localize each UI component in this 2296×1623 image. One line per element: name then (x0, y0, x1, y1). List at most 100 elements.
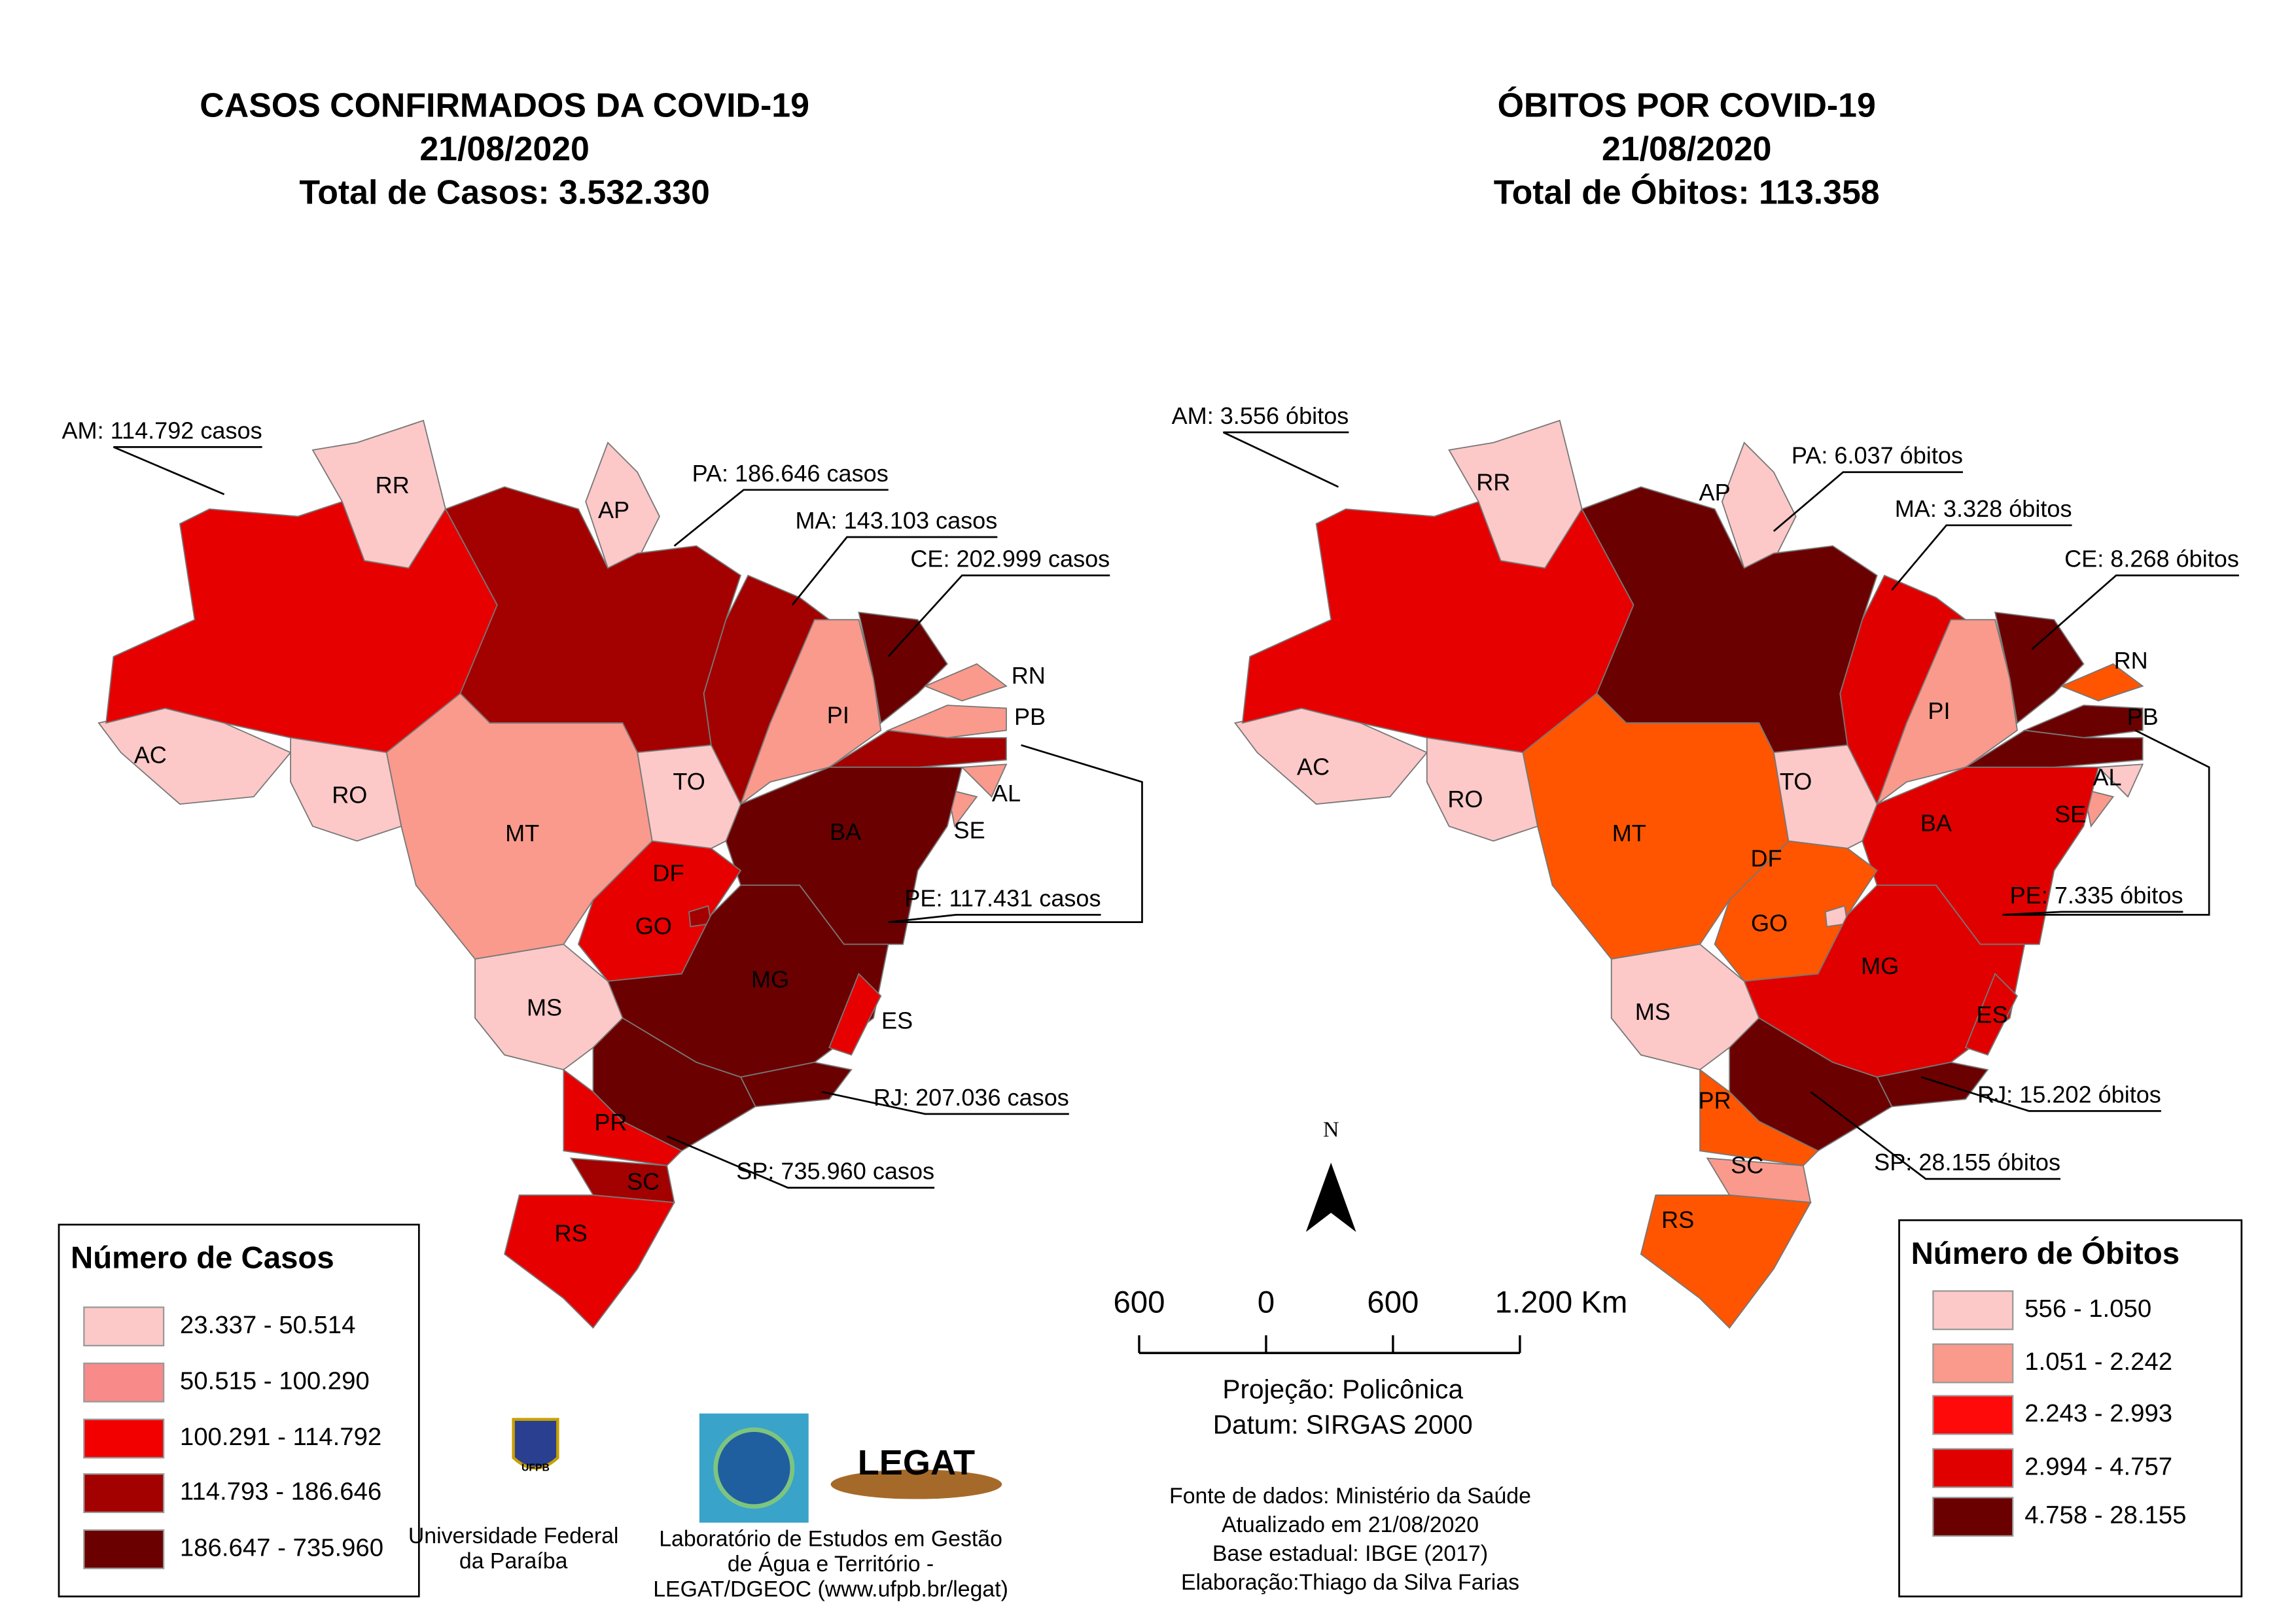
legend-label: 2.243 - 2.993 (2024, 1399, 2172, 1427)
legend-swatch (1932, 1395, 2014, 1435)
legend-label: 556 - 1.050 (2024, 1295, 2151, 1323)
legend-swatch (1932, 1497, 2014, 1537)
source: Fonte de dados: Ministério da Saúde (1169, 1484, 1531, 1509)
ufpb-crest (512, 1418, 559, 1470)
state-label: PR (1699, 1087, 1731, 1113)
state-label: PR (594, 1109, 627, 1136)
callout-line (887, 574, 1110, 657)
state (504, 1195, 675, 1329)
state-label: RR (1476, 468, 1510, 495)
state (2096, 763, 2144, 798)
map-title: ÓBITOS POR COVID-19 (1498, 86, 1876, 124)
callout: RJ: 207.036 casos (874, 1084, 1069, 1111)
state-label: AC (134, 742, 167, 769)
legat-name: de Água e Território - (728, 1552, 934, 1577)
callout: PE: 117.431 casos (904, 884, 1101, 911)
callout-line (113, 446, 262, 495)
source: Elaboração:Thiago da Silva Farias (1181, 1570, 1519, 1595)
legend-title: Número de Casos (71, 1241, 334, 1276)
state-label: PB (2127, 703, 2159, 730)
state-label: GO (1751, 910, 1788, 937)
callout: CE: 8.268 óbitos (2064, 546, 2239, 572)
callout: PE: 7.335 óbitos (2010, 882, 2183, 909)
callout: RJ: 15.202 óbitos (1977, 1081, 2161, 1108)
state-label: SC (627, 1168, 660, 1195)
callout: AM: 114.792 casos (62, 417, 262, 444)
legend-swatch (1932, 1343, 2014, 1384)
callout-line (1810, 1091, 2061, 1180)
state-label: PI (827, 702, 849, 729)
state-label: GO (635, 913, 672, 939)
state-label: MS (1635, 998, 1670, 1025)
state-label: DF (1750, 845, 1782, 871)
legat-logo: LEGAT (858, 1443, 975, 1482)
callout: CE: 202.999 casos (910, 546, 1110, 572)
state-label: TO (673, 768, 705, 795)
state-label: RN (2114, 647, 2148, 674)
legend-label: 100.291 - 114.792 (180, 1423, 381, 1451)
callout: MA: 3.328 óbitos (1895, 495, 2072, 522)
legend-swatch (83, 1418, 165, 1459)
state (2060, 663, 2144, 702)
map-title: Total de Casos: 3.532.330 (299, 173, 709, 211)
legend-swatch (83, 1362, 165, 1403)
state (290, 737, 402, 842)
scale-label: 0 (1258, 1285, 1275, 1319)
state (923, 663, 1008, 702)
state-label: RN (1012, 662, 1046, 689)
north-label: N (1323, 1118, 1339, 1142)
callout: MA: 143.103 casos (795, 507, 997, 534)
state-label: BA (830, 818, 861, 845)
legend-swatch (1932, 1448, 2014, 1488)
callout-line (888, 914, 1101, 924)
ufpb-name: da Paraíba (459, 1548, 568, 1573)
map-title: CASOS CONFIRMADOS DA COVID-19 (200, 86, 809, 124)
state-label: RS (555, 1219, 588, 1246)
source: Atualizado em 21/08/2020 (1222, 1512, 1479, 1537)
state-label: PI (1928, 697, 1950, 724)
state-label: SC (1731, 1152, 1763, 1179)
legend-swatch (83, 1529, 165, 1569)
callout: SP: 28.155 óbitos (1874, 1149, 2060, 1176)
north-arrow (1305, 1162, 1356, 1232)
legend-label: 1.051 - 2.242 (2024, 1348, 2172, 1376)
state-label: MG (751, 966, 789, 992)
callout-line (821, 1091, 1069, 1115)
state (1426, 737, 1538, 842)
state-label: RS (1661, 1206, 1694, 1233)
state (1994, 611, 2085, 724)
state (1699, 1068, 1819, 1166)
scale-label: 600 (1113, 1285, 1165, 1319)
source: Base estadual: IBGE (2017) (1212, 1541, 1488, 1566)
map-title: 21/08/2020 (419, 130, 590, 167)
state (563, 1068, 683, 1166)
state-label: RR (376, 472, 410, 498)
ufpb-logo: UFPB (521, 1462, 550, 1473)
scale-label: 1.200 Km (1495, 1285, 1628, 1319)
state-label: MT (505, 820, 539, 846)
state-label: PB (1014, 703, 1046, 730)
callout: PA: 6.037 óbitos (1792, 442, 1963, 469)
callout-line (791, 536, 998, 606)
legend-label: 50.515 - 100.290 (180, 1367, 370, 1395)
scale-label: 600 (1367, 1285, 1419, 1319)
legend-swatch (83, 1306, 165, 1347)
map-title: Total de Óbitos: 113.358 (1494, 173, 1880, 211)
callout-line (1891, 524, 2072, 591)
state-label: AP (598, 497, 629, 523)
state (1862, 766, 2100, 945)
callout: AM: 3.556 óbitos (1172, 402, 1349, 429)
state-label: MS (527, 994, 562, 1021)
state (725, 766, 963, 945)
legend-title: Número de Óbitos (1911, 1235, 2180, 1271)
state-label: AP (1699, 479, 1731, 506)
callout-line (888, 744, 1143, 924)
state-label: AL (2093, 763, 2121, 790)
legat-name: Laboratório de Estudos em Gestão (659, 1527, 1002, 1552)
legend-label: 4.758 - 28.155 (2024, 1501, 2186, 1529)
callout-line (2031, 574, 2239, 650)
legend-swatch (83, 1473, 165, 1513)
state-label: AC (1297, 754, 1330, 780)
callout-line (2002, 729, 2210, 916)
